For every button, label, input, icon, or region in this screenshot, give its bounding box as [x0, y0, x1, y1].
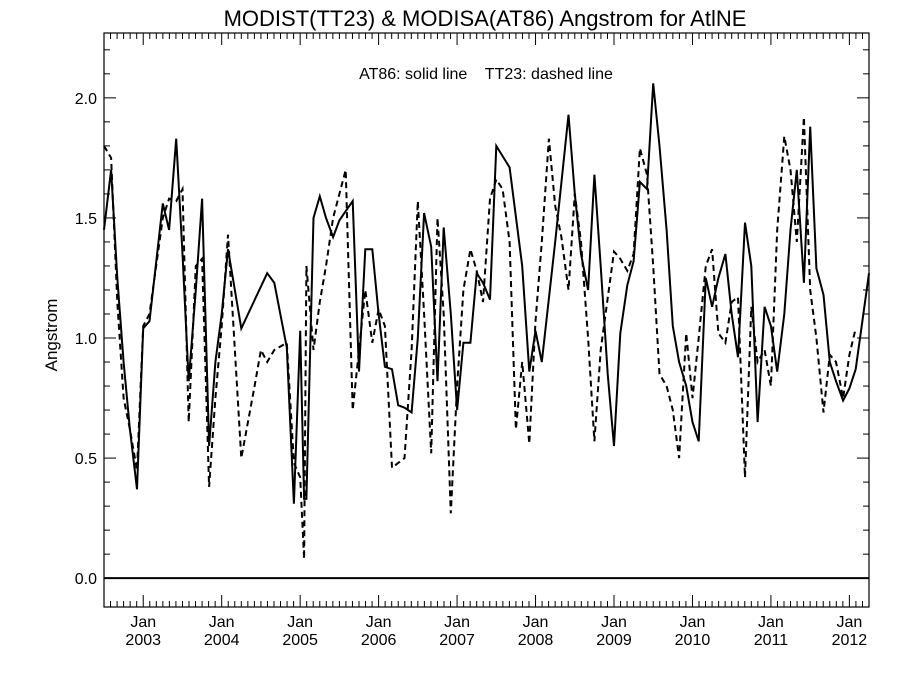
y-tick-label: 2.0: [75, 91, 97, 108]
x-axis: Jan2003Jan2004Jan2005Jan2006Jan2007Jan20…: [103, 33, 870, 649]
x-tick-month-label: Jan: [444, 614, 470, 631]
y-tick-label: 0.0: [75, 571, 97, 588]
x-tick-month-label: Jan: [287, 614, 313, 631]
x-tick-month-label: Jan: [523, 614, 549, 631]
chart-title: MODIST(TT23) & MODISA(AT86) Angstrom for…: [224, 6, 747, 31]
x-tick-month-label: Jan: [601, 614, 627, 631]
series-line-tt23: [103, 117, 857, 560]
x-tick-month-label: Jan: [366, 614, 392, 631]
series-line-at86: [103, 83, 870, 504]
legend-annotation: AT86: solid line TT23: dashed line: [359, 66, 613, 83]
x-tick-year-label: 2011: [754, 632, 789, 649]
y-tick-label: 1.0: [75, 331, 97, 348]
y-tick-label: 1.5: [75, 211, 97, 228]
x-tick-year-label: 2008: [518, 632, 554, 649]
x-tick-month-label: Jan: [758, 614, 784, 631]
x-tick-year-label: 2009: [596, 632, 632, 649]
x-tick-month-label: Jan: [680, 614, 706, 631]
plot-area: [103, 32, 870, 608]
y-tick-label: 0.5: [75, 451, 97, 468]
plot-frame: [103, 32, 870, 608]
y-axis: 0.0 0.5 1.0 1.5 2.0: [75, 49, 869, 588]
x-tick-year-label: 2007: [439, 632, 475, 649]
series-layer: [103, 83, 870, 560]
y-axis-label: Angstrom: [42, 299, 61, 372]
x-tick-month-label: Jan: [836, 614, 862, 631]
x-tick-year-label: 2003: [125, 632, 161, 649]
x-tick-year-label: 2012: [832, 632, 868, 649]
x-tick-year-label: 2004: [204, 632, 240, 649]
x-tick-month-label: Jan: [130, 614, 156, 631]
x-tick-month-label: Jan: [209, 614, 235, 631]
x-tick-year-label: 2010: [675, 632, 711, 649]
x-tick-year-label: 2005: [282, 632, 318, 649]
x-tick-year-label: 2006: [361, 632, 397, 649]
